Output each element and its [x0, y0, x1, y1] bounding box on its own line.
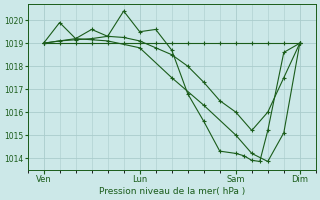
X-axis label: Pression niveau de la mer( hPa ): Pression niveau de la mer( hPa )	[99, 187, 245, 196]
